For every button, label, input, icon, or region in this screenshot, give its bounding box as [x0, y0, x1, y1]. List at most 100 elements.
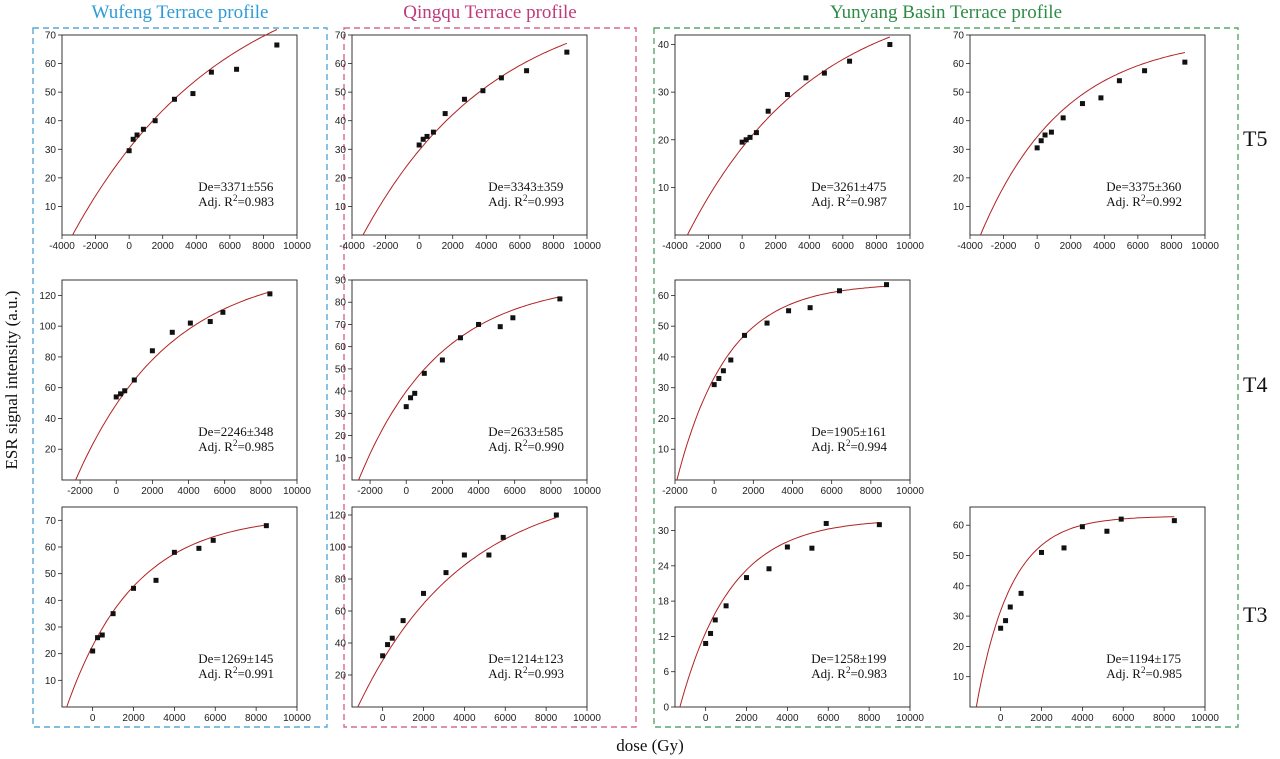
plot-frame: [61, 506, 298, 708]
data-point: [1079, 524, 1085, 530]
r2-annotation: Adj. R2=0.990: [488, 438, 564, 454]
x-tick-label: 6000: [817, 713, 840, 724]
data-point: [430, 129, 436, 135]
y-tick-label: 50: [658, 322, 670, 333]
data-point: [837, 288, 842, 294]
data-point: [723, 603, 729, 609]
y-tick-label: 30: [658, 526, 670, 537]
data-point: [190, 91, 196, 97]
y-tick-label: 60: [335, 342, 347, 353]
frame-qingqu: [343, 27, 637, 728]
data-point: [524, 68, 530, 74]
x-tick-label: 4000: [453, 713, 476, 724]
x-tick-label: 2000: [1060, 241, 1083, 252]
x-tick-label: -4000: [662, 241, 688, 252]
data-point: [153, 577, 159, 583]
y-tick-label: 10: [953, 202, 965, 213]
x-tick-label: -4000: [339, 241, 365, 252]
y-tick-label: 6: [663, 667, 669, 678]
x-tick-label: 2000: [765, 241, 788, 252]
panel-r2c2: 0 2000 4000 6000 8000 10000 0 6 12 18 24 30 De=1258±…: [658, 506, 924, 724]
plot-frame: [61, 279, 298, 481]
data-point: [784, 544, 790, 550]
data-point: [786, 308, 792, 314]
data-point: [99, 632, 105, 638]
r2-annotation: Adj. R2=0.985: [1106, 665, 1182, 681]
data-point: [809, 545, 815, 551]
x-tick-label: -2000: [696, 241, 722, 252]
data-point: [149, 348, 155, 354]
data-point: [152, 118, 158, 124]
x-tick-label: 0: [403, 486, 409, 497]
x-tick-label: 4000: [776, 713, 799, 724]
data-point: [408, 395, 414, 401]
panel-r2c0: 0 2000 4000 6000 8000 10000 10 20 30 40 50 60 70 De=1…: [45, 506, 311, 724]
x-tick-label: 10000: [573, 241, 601, 252]
data-point: [234, 66, 240, 72]
x-tick-label: 10000: [573, 713, 601, 724]
y-tick-label: 30: [658, 383, 670, 394]
data-point: [498, 75, 504, 81]
data-point: [134, 132, 140, 138]
y-tick-label: 80: [45, 352, 57, 363]
data-point: [1182, 59, 1188, 65]
x-tick-label: 10000: [283, 713, 311, 724]
r2-annotation: Adj. R2=0.987: [811, 193, 887, 209]
data-point: [207, 319, 213, 325]
plot-frame: [969, 34, 1206, 236]
x-tick-label: 0: [126, 241, 132, 252]
fit-curve: [66, 524, 267, 708]
y-tick-label: 30: [45, 145, 57, 156]
x-tick-label: -2000: [67, 486, 93, 497]
data-point: [703, 640, 709, 646]
y-tick-label: 10: [335, 202, 347, 213]
plot-frame: [351, 34, 588, 236]
y-tick-label: 40: [658, 352, 670, 363]
x-tick-label: -2000: [83, 241, 109, 252]
data-point: [110, 611, 116, 617]
data-point: [1061, 545, 1067, 551]
data-point: [1038, 138, 1044, 144]
x-tick-label: 2000: [1030, 713, 1053, 724]
data-point: [764, 320, 770, 326]
r2-annotation: Adj. R2=0.992: [1106, 193, 1182, 209]
r2-annotation: Adj. R2=0.983: [198, 193, 274, 209]
x-tick-label: 6000: [832, 241, 855, 252]
y-tick-label: 30: [658, 88, 670, 99]
x-tick-label: 4000: [781, 486, 804, 497]
profile-title-yunyang: Yunyang Basin Terrace profile: [830, 2, 1062, 23]
x-tick-label: 10000: [283, 241, 311, 252]
x-tick-label: 2000: [735, 713, 758, 724]
data-point: [90, 648, 96, 654]
fit-curve: [362, 42, 568, 236]
y-tick-label: 100: [329, 543, 346, 554]
data-point: [140, 126, 146, 132]
data-point: [823, 520, 829, 526]
data-point: [1039, 549, 1045, 555]
data-point: [1171, 518, 1177, 524]
data-point: [1098, 95, 1104, 101]
y-tick-label: 70: [45, 31, 57, 42]
data-point: [784, 92, 790, 98]
data-point: [486, 552, 492, 558]
x-tick-label: 8000: [252, 241, 275, 252]
data-point: [557, 296, 563, 302]
data-point: [443, 570, 449, 576]
x-tick-label: 8000: [860, 486, 883, 497]
x-tick-label: 0: [416, 241, 422, 252]
y-tick-label: 40: [45, 116, 57, 127]
panel-r2c1: 0 2000 4000 6000 8000 10000 20 40 60 80 100 120 De=1…: [329, 506, 601, 724]
y-tick-label: 18: [658, 597, 670, 608]
r2-annotation: Adj. R2=0.991: [198, 665, 274, 681]
panels: -4000 -2000 0 2000 4000 6000 8000 1000010203040…: [39, 29, 1219, 724]
y-tick-label: 50: [953, 88, 965, 99]
plot-frame: [351, 506, 588, 708]
y-tick-label: 20: [335, 431, 347, 442]
x-tick-label: 4000: [177, 486, 200, 497]
y-tick-label: 40: [335, 116, 347, 127]
x-tick-label: 2000: [152, 241, 175, 252]
data-point: [847, 58, 853, 64]
x-tick-label: 0: [90, 713, 96, 724]
r2-annotation: Adj. R2=0.983: [811, 665, 887, 681]
de-annotation: De=3375±360: [1106, 179, 1181, 194]
